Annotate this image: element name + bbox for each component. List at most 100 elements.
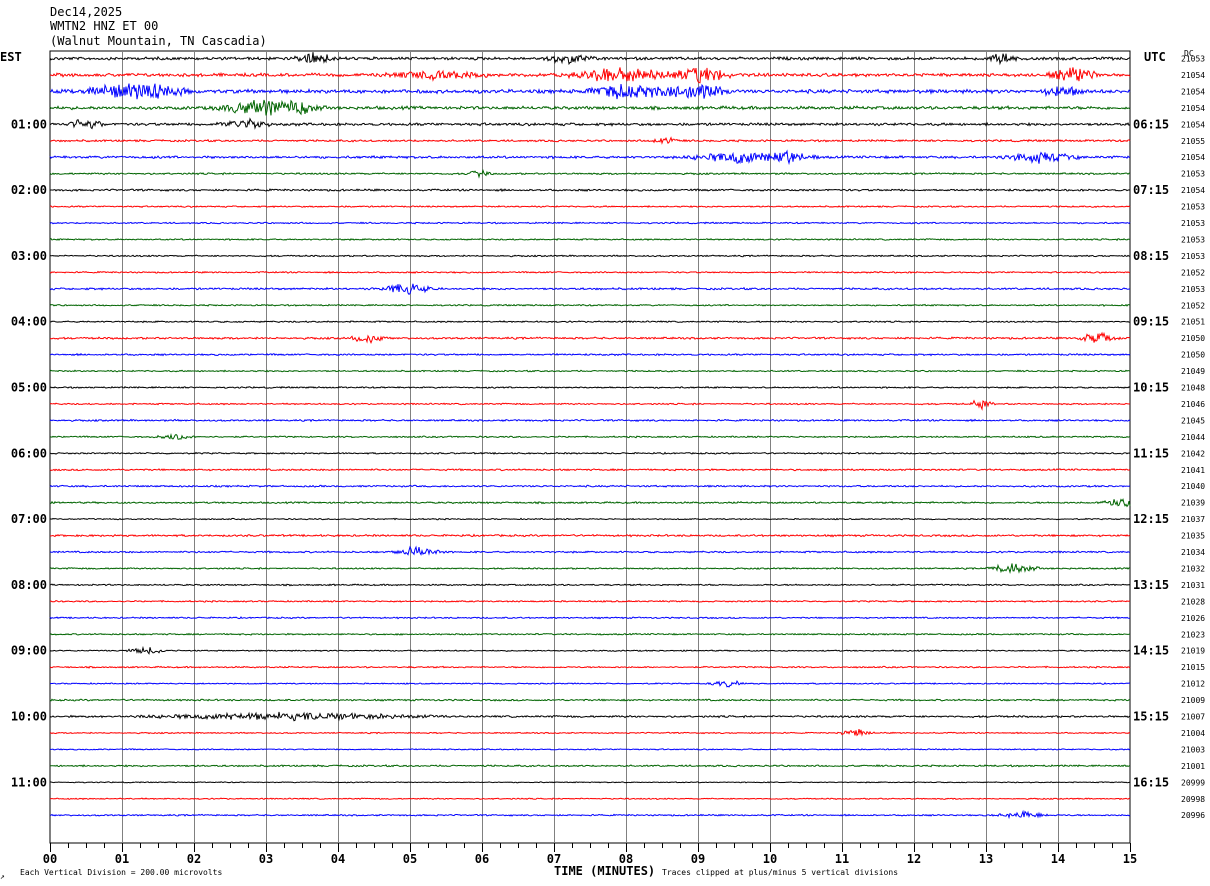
x-tick-label: 07 (547, 852, 561, 866)
left-timezone-label: EST (0, 50, 22, 64)
left-hour-label: 07:00 (11, 512, 47, 526)
left-hour-label: 04:00 (11, 315, 47, 329)
dc-offset-label: 21053 (1181, 55, 1205, 64)
x-tick-label: 09 (691, 852, 705, 866)
dc-offset-label: 21012 (1181, 680, 1205, 689)
seismic-trace (49, 781, 1131, 784)
dc-offset-label: 21037 (1181, 515, 1205, 524)
seismic-trace (49, 221, 1131, 225)
seismic-trace (49, 632, 1131, 636)
dc-offset-label: 21054 (1181, 104, 1205, 113)
dc-offset-label: 21044 (1181, 433, 1205, 442)
dc-offset-label: 21054 (1181, 186, 1205, 195)
dc-offset-label: 21046 (1181, 400, 1205, 409)
seismic-trace (49, 698, 1130, 702)
x-tick-label: 04 (331, 852, 345, 866)
seismic-trace (49, 67, 1131, 84)
seismic-trace (50, 451, 1131, 455)
seismic-trace (49, 352, 1131, 357)
seismic-trace (49, 797, 1131, 801)
seismic-trace (49, 418, 1131, 423)
seismic-trace (49, 599, 1131, 603)
left-hour-label: 09:00 (11, 644, 47, 658)
dc-offset-label: 21001 (1181, 762, 1205, 771)
x-axis-label: TIME (MINUTES) (554, 864, 655, 878)
dc-offset-label: 21050 (1181, 334, 1205, 343)
x-tick-label: 03 (259, 852, 273, 866)
seismic-trace (50, 679, 1131, 688)
left-hour-label: 05:00 (11, 381, 47, 395)
seismic-trace (49, 136, 1131, 145)
seismic-trace (49, 399, 1131, 411)
dc-offset-label: 21048 (1181, 384, 1205, 393)
dc-offset-label: 21054 (1181, 120, 1205, 129)
dc-offset-label: 21007 (1181, 713, 1205, 722)
seismic-trace (49, 711, 1131, 722)
x-tick-label: 08 (619, 852, 633, 866)
dc-offset-label: 21053 (1181, 203, 1205, 212)
dc-offset-label: 21003 (1181, 745, 1205, 754)
dc-offset-label: 21004 (1181, 729, 1205, 738)
x-tick-label: 10 (763, 852, 777, 866)
left-hour-label: 11:00 (11, 775, 47, 789)
left-hour-label: 01:00 (11, 117, 47, 131)
dc-offset-label: 21053 (1181, 285, 1205, 294)
seismic-trace (49, 484, 1131, 488)
right-hour-label: 07:15 (1133, 183, 1169, 197)
x-tick-label: 13 (979, 852, 993, 866)
dc-offset-label: 21054 (1181, 71, 1205, 80)
dc-offset-label: 21028 (1181, 597, 1205, 606)
dc-label: DC (1184, 49, 1194, 58)
dc-offset-label: 21009 (1181, 696, 1205, 705)
seismic-trace (49, 517, 1131, 521)
dc-offset-label: 21050 (1181, 351, 1205, 360)
seismic-trace (49, 545, 1131, 556)
right-hour-label: 16:15 (1133, 775, 1169, 789)
right-hour-label: 08:15 (1133, 249, 1169, 263)
seismic-trace (49, 468, 1131, 472)
header-location: (Walnut Mountain, TN Cascadia) (50, 34, 267, 48)
dc-offset-label: 21042 (1181, 449, 1205, 458)
seismic-trace (49, 52, 1131, 66)
x-tick-label: 11 (835, 852, 849, 866)
dc-offset-label: 21055 (1181, 137, 1205, 146)
dc-offset-label: 21041 (1181, 466, 1205, 475)
right-hour-label: 06:15 (1133, 117, 1169, 131)
seismic-trace (49, 270, 1131, 274)
seismic-trace (49, 583, 1131, 587)
dc-offset-label: 21054 (1181, 87, 1205, 96)
dc-offset-label: 21053 (1181, 170, 1205, 179)
right-hour-label: 10:15 (1133, 381, 1169, 395)
seismic-trace (49, 168, 1131, 179)
dc-offset-label: 21040 (1181, 482, 1205, 491)
seismic-trace (50, 331, 1131, 344)
seismic-trace (49, 563, 1131, 575)
seismic-trace (49, 117, 1131, 130)
dc-offset-label: 21053 (1181, 235, 1205, 244)
seismic-trace (49, 385, 1131, 390)
seismic-trace (49, 188, 1131, 193)
left-hour-label: 03:00 (11, 249, 47, 263)
seismic-trace (49, 616, 1131, 620)
seismic-trace (49, 498, 1131, 508)
left-hour-label: 10:00 (11, 710, 47, 724)
left-hour-label: 08:00 (11, 578, 47, 592)
plot-frame (49, 50, 1131, 844)
dc-offset-label: 21052 (1181, 301, 1205, 310)
right-hour-label: 12:15 (1133, 512, 1169, 526)
right-hour-label: 11:15 (1133, 446, 1169, 460)
seismic-trace (49, 149, 1131, 166)
right-hour-label: 09:15 (1133, 315, 1169, 329)
x-tick-label: 06 (475, 852, 489, 866)
left-hour-label: 02:00 (11, 183, 47, 197)
dc-offset-label: 21023 (1181, 630, 1205, 639)
dc-offset-label: 21054 (1181, 153, 1205, 162)
dc-offset-label: 21049 (1181, 367, 1205, 376)
seismic-trace (49, 533, 1131, 538)
right-hour-label: 15:15 (1133, 710, 1169, 724)
x-tick-label: 14 (1051, 852, 1065, 866)
dc-offset-label: 21031 (1181, 581, 1205, 590)
seismic-trace (49, 237, 1131, 242)
seismic-trace (49, 320, 1131, 324)
x-tick-label: 02 (187, 852, 201, 866)
